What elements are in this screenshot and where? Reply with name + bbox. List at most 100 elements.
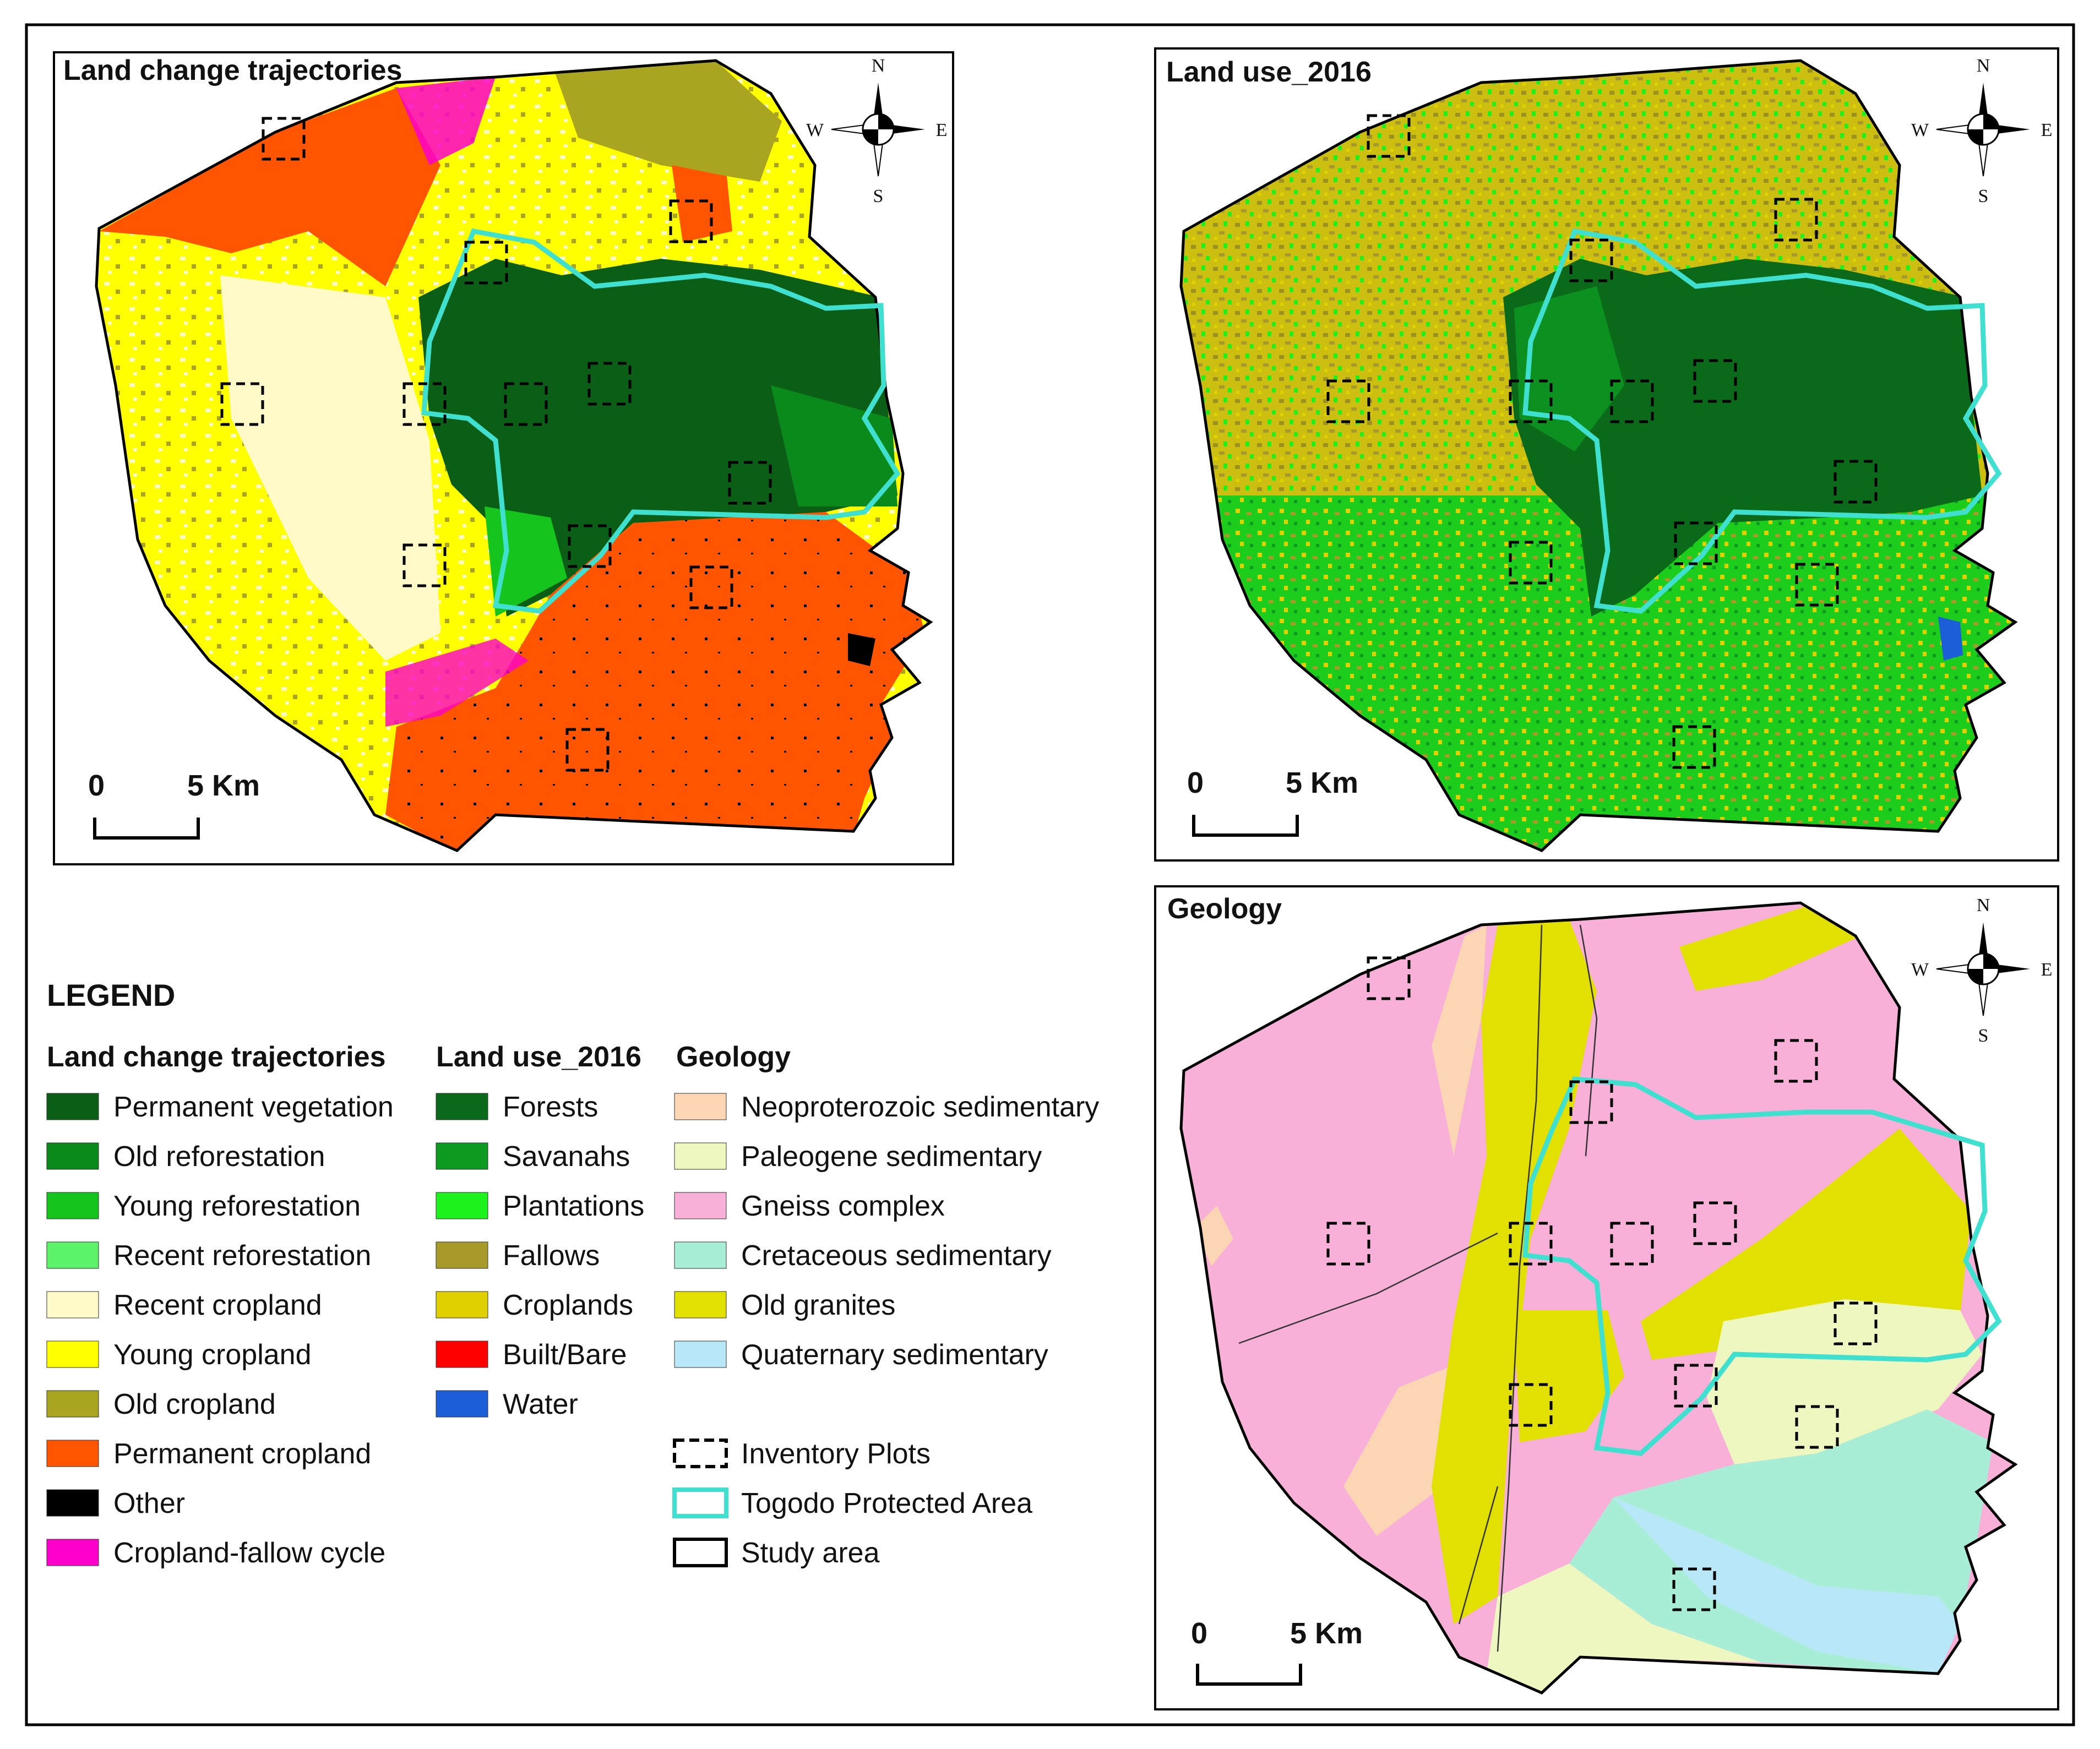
geology-title: Geology (1167, 893, 1282, 925)
legend-swatch (46, 1291, 99, 1318)
inventory-plot (568, 524, 612, 568)
inventory-plot (689, 565, 733, 609)
legend-swatch (674, 1093, 727, 1120)
legend-item-label: Young reforestation (113, 1190, 361, 1222)
scale-distance: 5 Km (187, 769, 260, 802)
legend-study-label: Study area (741, 1537, 880, 1569)
legend-geology-items: Neoproterozoic sedimentary Paleogene sedi… (674, 1091, 1099, 1371)
legend-protected-label: Togodo Protected Area (741, 1488, 1032, 1519)
inventory-plot (464, 241, 508, 285)
legend-geology-title: Geology (676, 1041, 791, 1073)
legend-item-label: Plantations (503, 1190, 644, 1222)
inventory-plot (1509, 1222, 1553, 1266)
legend-item-label: Gneiss complex (741, 1190, 945, 1222)
compass-rose-icon: N S W E (1911, 895, 2052, 1046)
inventory-plot (1834, 1301, 1878, 1345)
legend-swatch (46, 1440, 99, 1467)
inventory-plot (402, 382, 447, 426)
scale-zero: 0 (88, 769, 105, 802)
landuse-title: Land use_2016 (1166, 56, 1372, 88)
inventory-plots (1326, 956, 1878, 1611)
compass-n: N (1977, 56, 1990, 76)
inventory-plot (1672, 725, 1716, 769)
scale-distance: 5 Km (1290, 1617, 1363, 1650)
legend-swatch (674, 1142, 727, 1170)
inventory-plot (1509, 541, 1553, 585)
compass-e: E (936, 120, 948, 140)
inventory-plot (1509, 1383, 1553, 1427)
legend-item-label: Old reforestation (113, 1141, 325, 1173)
inventory-plot (504, 382, 548, 426)
geology-map-panel: Geology N S W E 0 5 Km (1154, 885, 2059, 1710)
legend-swatch (674, 1192, 727, 1219)
legend-study-swatch (673, 1538, 728, 1567)
trajectories-title: Land change trajectories (63, 55, 402, 86)
compass-e: E (2041, 120, 2053, 140)
landuse-map-panel: Land use_2016 N S W E 0 5 Km (1154, 47, 2059, 862)
legend-item-label: Paleogene sedimentary (741, 1141, 1042, 1173)
legend-item-label: Quaternary sedimentary (741, 1339, 1048, 1371)
inventory-plot (1834, 460, 1878, 504)
inventory-plot (1326, 1222, 1370, 1266)
legend-item-label: Recent cropland (113, 1289, 322, 1321)
legend-trajectories-title: Land change trajectories (47, 1041, 386, 1073)
inventory-plot (1774, 198, 1818, 242)
study-area-outline (95, 59, 933, 852)
compass-w: W (1911, 960, 1929, 980)
compass-s: S (1978, 186, 1989, 206)
study-area-outline (1179, 59, 2018, 852)
legend-heading: LEGEND (47, 978, 175, 1012)
compass-rose-icon: N S W E (1911, 56, 2052, 206)
legend-swatch (436, 1341, 488, 1368)
legend-swatch (436, 1390, 488, 1418)
inventory-plot (1569, 1080, 1613, 1124)
scale-zero: 0 (1191, 1617, 1207, 1650)
inventory-plots (1326, 114, 1878, 769)
legend-item-label: Young cropland (113, 1339, 312, 1371)
inventory-plot (220, 382, 264, 426)
protected-area-outline (421, 228, 901, 614)
legend-swatch (46, 1192, 99, 1219)
legend-swatch (436, 1291, 488, 1318)
inventory-plot (728, 461, 772, 505)
inventory-plot (1509, 379, 1553, 423)
legend-item-label: Fallows (503, 1240, 600, 1272)
inventory-plot (669, 199, 713, 243)
compass-w: W (806, 120, 824, 140)
scale-bar: 0 5 Km (88, 769, 260, 840)
inventory-plot (565, 728, 610, 772)
legend-swatch (46, 1093, 99, 1120)
protected-area-outline (1522, 228, 2002, 614)
legend-item-label: Neoproterozoic sedimentary (741, 1091, 1099, 1123)
inventory-plot (1693, 1201, 1737, 1245)
legend-swatch (436, 1192, 488, 1219)
legend-item-label: Other (113, 1488, 185, 1519)
legend-item-label: Old cropland (113, 1388, 276, 1420)
figure-frame (25, 23, 2075, 1726)
legend-item-label: Cropland-fallow cycle (113, 1537, 385, 1569)
inventory-plot (1326, 379, 1370, 423)
legend-item-label: Permanent cropland (113, 1438, 371, 1470)
study-area-outline (1179, 901, 2018, 1694)
legend-trajectories-items: Permanent vegetation Old reforestation You… (46, 1091, 394, 1569)
scale-zero: 0 (1187, 766, 1204, 799)
compass-s: S (1978, 1026, 1989, 1046)
legend-plots-swatch (673, 1439, 728, 1468)
legend-item-label: Cretaceous sedimentary (741, 1240, 1052, 1272)
legend-swatch (46, 1241, 99, 1269)
legend-swatch (46, 1341, 99, 1368)
inventory-plot (262, 117, 306, 161)
trajectories-map-body (96, 61, 931, 851)
trajectories-map-panel: Land change trajectories N S W E 0 5 Km (53, 51, 954, 865)
compass-s: S (873, 186, 884, 206)
legend-item-label: Water (503, 1388, 578, 1420)
legend-swatch (46, 1539, 99, 1566)
legend-item-label: Permanent vegetation (113, 1091, 394, 1123)
legend-landuse-items: Forests Savanahs Plantations Fallows Croplan… (436, 1091, 644, 1420)
legend-swatch (436, 1241, 488, 1269)
legend: LEGEND Land change trajectories Land use… (46, 978, 1099, 1569)
legend-plots-label: Inventory Plots (741, 1438, 931, 1470)
legend-item-label: Savanahs (503, 1141, 630, 1173)
